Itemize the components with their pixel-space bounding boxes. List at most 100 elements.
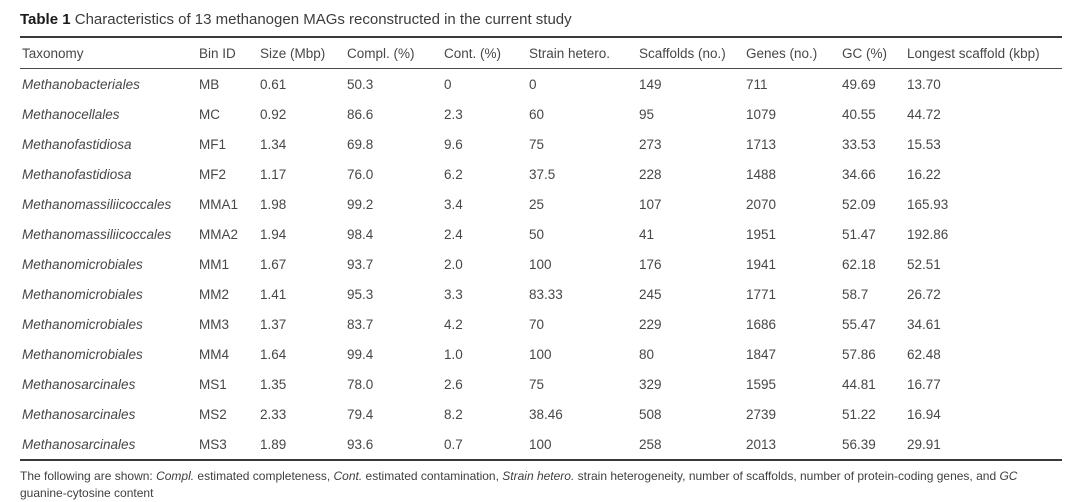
value-cell: 83.7 bbox=[347, 316, 374, 332]
taxonomy-cell: Methanobacteriales bbox=[22, 76, 140, 92]
value-cell: 3.3 bbox=[444, 286, 463, 302]
value-cell: 100 bbox=[529, 256, 552, 272]
value-cell: 711 bbox=[746, 76, 768, 92]
value-cell: 93.6 bbox=[347, 436, 374, 452]
value-cell: 38.46 bbox=[529, 406, 563, 422]
value-cell: 56.39 bbox=[842, 436, 876, 452]
value-cell: 33.53 bbox=[842, 136, 876, 152]
value-cell: 4.2 bbox=[444, 316, 463, 332]
value-cell: 69.8 bbox=[347, 136, 374, 152]
value-cell: 1.34 bbox=[260, 136, 287, 152]
value-cell: 79.4 bbox=[347, 406, 374, 422]
column-header: Genes (no.) bbox=[744, 37, 840, 69]
value-cell: 107 bbox=[639, 196, 662, 212]
footnote-text: estimated contamination, bbox=[362, 469, 503, 483]
value-cell: MS2 bbox=[199, 406, 227, 422]
taxonomy-cell: Methanomicrobiales bbox=[22, 256, 143, 272]
column-header: GC (%) bbox=[840, 37, 905, 69]
value-cell: 8.2 bbox=[444, 406, 463, 422]
table-row: Methanocellales MC 0.92 86.6 2.3 60 95 1079 40.5… bbox=[20, 99, 1062, 129]
value-cell: MM3 bbox=[199, 316, 229, 332]
footnote-abbrev: Compl. bbox=[156, 469, 195, 483]
value-cell: 50.3 bbox=[347, 76, 374, 92]
value-cell: MMA2 bbox=[199, 226, 239, 242]
column-header: Taxonomy bbox=[20, 37, 197, 69]
value-cell: 51.22 bbox=[842, 406, 876, 422]
value-cell: 44.81 bbox=[842, 376, 876, 392]
footnote-abbrev: Cont. bbox=[333, 469, 363, 483]
value-cell: 100 bbox=[529, 346, 552, 362]
taxonomy-cell: Methanofastidiosa bbox=[22, 166, 132, 182]
value-cell: 75 bbox=[529, 136, 545, 152]
value-cell: 1.67 bbox=[260, 256, 287, 272]
table-body: Methanobacteriales MB 0.61 50.3 0 0 149 711 49.6… bbox=[20, 69, 1062, 461]
column-header: Longest scaffold (kbp) bbox=[905, 37, 1062, 69]
taxonomy-cell: Methanosarcinales bbox=[22, 376, 136, 392]
taxonomy-cell: Methanocellales bbox=[22, 106, 120, 122]
value-cell: 2.3 bbox=[444, 106, 463, 122]
taxonomy-cell: Methanomassiliicoccales bbox=[22, 196, 172, 212]
footnote-text: strain heterogeneity, number of scaffold… bbox=[574, 469, 1000, 483]
mag-characteristics-table: Taxonomy Bin ID Size (Mbp) Compl. (%) Cont. … bbox=[20, 36, 1062, 461]
value-cell: 1595 bbox=[746, 376, 777, 392]
value-cell: 98.4 bbox=[347, 226, 374, 242]
footnote-abbrev: Strain hetero. bbox=[502, 469, 575, 483]
value-cell: 1847 bbox=[746, 346, 777, 362]
value-cell: MM1 bbox=[199, 256, 229, 272]
taxonomy-cell: Methanosarcinales bbox=[22, 436, 136, 452]
value-cell: 1.64 bbox=[260, 346, 287, 362]
value-cell: MMA1 bbox=[199, 196, 239, 212]
table-row: Methanomassiliicoccales MMA2 1.94 98.4 2.4 50… bbox=[20, 219, 1062, 249]
value-cell: 228 bbox=[639, 166, 662, 182]
value-cell: 2013 bbox=[746, 436, 777, 452]
value-cell: 2.0 bbox=[444, 256, 463, 272]
column-header: Cont. (%) bbox=[442, 37, 527, 69]
table-row: Methanofastidiosa MF1 1.34 69.8 9.6 75 273 1713… bbox=[20, 129, 1062, 159]
value-cell: 41 bbox=[639, 226, 655, 242]
value-cell: 3.4 bbox=[444, 196, 463, 212]
value-cell: 62.48 bbox=[907, 346, 941, 362]
value-cell: MS3 bbox=[199, 436, 227, 452]
value-cell: 2.4 bbox=[444, 226, 463, 242]
value-cell: MF1 bbox=[199, 136, 226, 152]
value-cell: 273 bbox=[639, 136, 662, 152]
value-cell: 80 bbox=[639, 346, 655, 362]
table-row: Methanofastidiosa MF2 1.17 76.0 6.2 37.5 228 14… bbox=[20, 159, 1062, 189]
taxonomy-cell: Methanofastidiosa bbox=[22, 136, 132, 152]
value-cell: 75 bbox=[529, 376, 545, 392]
table-header: Taxonomy Bin ID Size (Mbp) Compl. (%) Cont. … bbox=[20, 37, 1062, 69]
table-caption: Table 1 Characteristics of 13 methanogen… bbox=[20, 10, 1062, 30]
value-cell: 1.89 bbox=[260, 436, 287, 452]
value-cell: 13.70 bbox=[907, 76, 941, 92]
value-cell: 34.61 bbox=[907, 316, 941, 332]
value-cell: 1.94 bbox=[260, 226, 287, 242]
value-cell: 1.35 bbox=[260, 376, 287, 392]
value-cell: 6.2 bbox=[444, 166, 463, 182]
value-cell: 37.5 bbox=[529, 166, 556, 182]
value-cell: 25 bbox=[529, 196, 545, 212]
table-footnote: The following are shown: Compl. estimate… bbox=[20, 468, 1062, 502]
value-cell: 1079 bbox=[746, 106, 777, 122]
value-cell: 0.92 bbox=[260, 106, 287, 122]
value-cell: 229 bbox=[639, 316, 662, 332]
value-cell: 0 bbox=[444, 76, 452, 92]
value-cell: 1.41 bbox=[260, 286, 287, 302]
value-cell: 1951 bbox=[746, 226, 777, 242]
value-cell: 16.94 bbox=[907, 406, 941, 422]
value-cell: 70 bbox=[529, 316, 545, 332]
value-cell: MF2 bbox=[199, 166, 226, 182]
value-cell: 93.7 bbox=[347, 256, 374, 272]
column-header: Bin ID bbox=[197, 37, 258, 69]
table-row: Methanomicrobiales MM4 1.64 99.4 1.0 100 80 184… bbox=[20, 339, 1062, 369]
value-cell: 95.3 bbox=[347, 286, 374, 302]
table-header-row: Taxonomy Bin ID Size (Mbp) Compl. (%) Cont. … bbox=[20, 37, 1062, 69]
taxonomy-cell: Methanomicrobiales bbox=[22, 346, 143, 362]
taxonomy-cell: Methanomicrobiales bbox=[22, 286, 143, 302]
column-header: Compl. (%) bbox=[345, 37, 442, 69]
value-cell: 60 bbox=[529, 106, 545, 122]
footnote-text: estimated completeness, bbox=[194, 469, 334, 483]
value-cell: 62.18 bbox=[842, 256, 876, 272]
value-cell: 29.91 bbox=[907, 436, 941, 452]
table-row: Methanomicrobiales MM2 1.41 95.3 3.3 83.33 245… bbox=[20, 279, 1062, 309]
value-cell: 9.6 bbox=[444, 136, 463, 152]
